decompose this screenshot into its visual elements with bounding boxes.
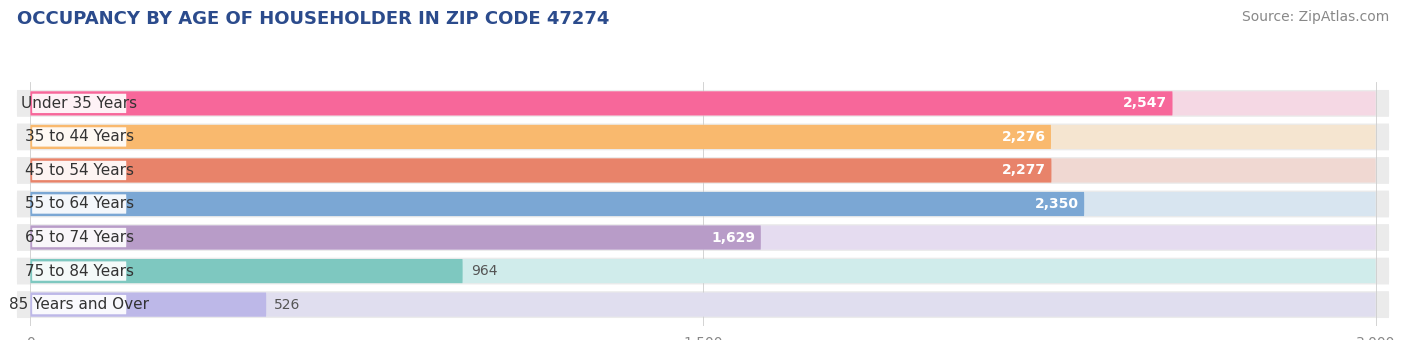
FancyBboxPatch shape [31,225,761,250]
FancyBboxPatch shape [31,192,1375,216]
FancyBboxPatch shape [31,259,463,283]
FancyBboxPatch shape [32,127,127,147]
Text: 35 to 44 Years: 35 to 44 Years [25,130,134,144]
Text: 55 to 64 Years: 55 to 64 Years [25,197,134,211]
FancyBboxPatch shape [31,225,1375,250]
Text: 45 to 54 Years: 45 to 54 Years [25,163,134,178]
FancyBboxPatch shape [31,125,1052,149]
FancyBboxPatch shape [31,91,1173,116]
Text: 2,276: 2,276 [1001,130,1046,144]
FancyBboxPatch shape [32,194,127,214]
Text: 2,547: 2,547 [1123,97,1167,110]
Text: 75 to 84 Years: 75 to 84 Years [25,264,134,278]
FancyBboxPatch shape [17,291,1389,318]
Text: 1,629: 1,629 [711,231,755,244]
FancyBboxPatch shape [31,91,1375,116]
FancyBboxPatch shape [31,158,1052,183]
FancyBboxPatch shape [31,292,1375,317]
Text: OCCUPANCY BY AGE OF HOUSEHOLDER IN ZIP CODE 47274: OCCUPANCY BY AGE OF HOUSEHOLDER IN ZIP C… [17,10,609,28]
Text: 2,350: 2,350 [1035,197,1078,211]
FancyBboxPatch shape [31,292,266,317]
Text: 2,277: 2,277 [1002,164,1046,177]
Text: Under 35 Years: Under 35 Years [21,96,138,111]
FancyBboxPatch shape [32,295,127,314]
FancyBboxPatch shape [17,157,1389,184]
FancyBboxPatch shape [31,158,1375,183]
FancyBboxPatch shape [17,90,1389,117]
FancyBboxPatch shape [31,125,1375,149]
Text: Source: ZipAtlas.com: Source: ZipAtlas.com [1241,10,1389,24]
Text: 85 Years and Over: 85 Years and Over [10,297,149,312]
FancyBboxPatch shape [32,261,127,281]
FancyBboxPatch shape [31,192,1084,216]
Text: 65 to 74 Years: 65 to 74 Years [25,230,134,245]
FancyBboxPatch shape [32,161,127,180]
FancyBboxPatch shape [17,224,1389,251]
FancyBboxPatch shape [31,259,1375,283]
FancyBboxPatch shape [17,258,1389,285]
FancyBboxPatch shape [17,191,1389,217]
FancyBboxPatch shape [17,123,1389,150]
FancyBboxPatch shape [32,228,127,247]
FancyBboxPatch shape [32,94,127,113]
Text: 964: 964 [471,264,498,278]
Text: 526: 526 [274,298,301,311]
